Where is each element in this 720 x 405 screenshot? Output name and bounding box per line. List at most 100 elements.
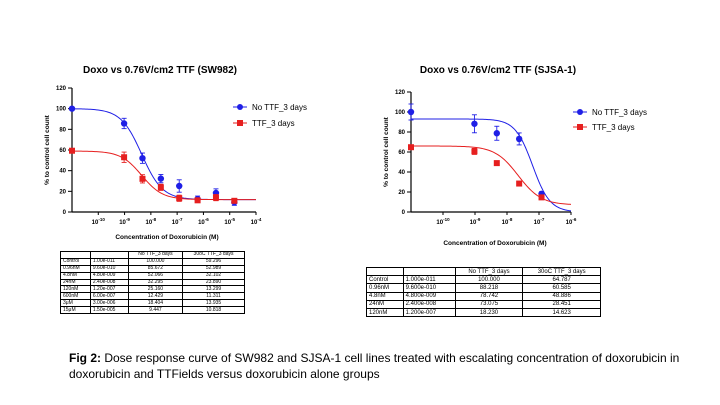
table-cell: 32.295 bbox=[127, 278, 184, 287]
fit-curve bbox=[411, 118, 572, 212]
y-tick-label: 100 bbox=[56, 107, 67, 113]
data-point bbox=[194, 197, 201, 204]
x-tick-label: 10-9 bbox=[119, 217, 130, 226]
data-point bbox=[139, 175, 146, 182]
fit-curve bbox=[411, 145, 572, 205]
table-cell: 18.230 bbox=[454, 307, 524, 318]
table-cell: 60.585 bbox=[522, 283, 601, 293]
table-header-cell: 30oC TTF_3 days bbox=[522, 266, 601, 277]
table-cell: 14.623 bbox=[522, 307, 601, 318]
legend-marker bbox=[237, 104, 243, 110]
chart-title: Doxo vs 0.76V/cm2 TTF (SJSA-1) bbox=[420, 65, 576, 76]
table-cell: 1.20e-007 bbox=[89, 285, 129, 294]
x-tick-label: 10-8 bbox=[146, 217, 157, 226]
table-header-cell: No TTF_3 days bbox=[454, 266, 524, 277]
x-tick-label: 10-7 bbox=[172, 217, 183, 226]
x-tick-label: 10-6 bbox=[198, 217, 209, 226]
y-tick-label: 40 bbox=[398, 170, 405, 176]
table-cell: 4.8nM bbox=[366, 291, 404, 301]
table-cell: 15μM bbox=[60, 306, 91, 315]
table-cell: 9.600e-010 bbox=[402, 283, 456, 293]
table-cell: Control bbox=[366, 275, 404, 285]
table-cell: 48.886 bbox=[522, 291, 601, 301]
legend-item: TTF_3 days bbox=[573, 123, 635, 132]
y-tick-label: 20 bbox=[398, 190, 405, 196]
table-header-cell bbox=[402, 266, 456, 277]
x-tick-label: 10-6 bbox=[566, 217, 577, 226]
data-table-sw982: No TTF_3 days 30oC TTF_3 days Control 1.0… bbox=[60, 251, 245, 315]
legend-marker bbox=[577, 109, 583, 115]
y-tick-label: 40 bbox=[59, 169, 66, 175]
chart-2: Doxo vs 0.76V/cm2 TTF (SJSA-1) 0 20 40 60 80 1… bbox=[383, 65, 647, 247]
figure-caption: Fig 2: Dose response curve of SW982 and … bbox=[69, 350, 709, 382]
data-point bbox=[538, 194, 545, 201]
data-point bbox=[68, 105, 76, 112]
data-point bbox=[157, 184, 164, 191]
table-cell: 3μM bbox=[60, 299, 91, 308]
table-cell: 2.400e-008 bbox=[402, 299, 456, 309]
x-tick-label: 10-10 bbox=[92, 217, 106, 226]
legend-item: No TTF_3 days bbox=[233, 103, 307, 112]
table-cell: 13.299 bbox=[182, 285, 245, 294]
table-cell: 120nM bbox=[60, 285, 91, 294]
data-point bbox=[231, 197, 238, 204]
data-point bbox=[121, 154, 128, 161]
legend-label: TTF_3 days bbox=[252, 119, 295, 128]
table-cell: 24nM bbox=[366, 299, 404, 309]
fit-curve bbox=[71, 108, 256, 201]
table-cell: 12.429 bbox=[127, 292, 184, 301]
legend-label: TTF_3 days bbox=[592, 123, 635, 132]
table-cell: 120nM bbox=[366, 307, 404, 318]
caption-label: Fig 2: bbox=[69, 351, 101, 365]
table-row: 120nM 1.20e-007 25.160 13.299 bbox=[60, 285, 245, 294]
table-cell: 11.311 bbox=[182, 292, 245, 301]
data-point bbox=[69, 147, 75, 154]
table-cell: 23.890 bbox=[182, 278, 245, 287]
fit-curve bbox=[71, 150, 256, 201]
x-axis-label: Concentration of Doxorubicin (M) bbox=[443, 240, 546, 247]
y-tick-label: 100 bbox=[395, 110, 406, 116]
y-tick-label: 20 bbox=[59, 189, 66, 195]
table-cell: 24nM bbox=[60, 278, 91, 287]
x-tick-label: 10-8 bbox=[502, 217, 513, 226]
table-cell: 100.000 bbox=[454, 275, 524, 285]
x-tick-label: 10-4 bbox=[251, 217, 262, 226]
table-row: 24nM 2.40e-008 32.295 23.890 bbox=[60, 278, 245, 287]
table-cell: 2.40e-008 bbox=[89, 278, 129, 287]
table-row: 4.8nM 4.800e-009 78.742 48.886 bbox=[366, 291, 601, 301]
series-2 bbox=[408, 144, 572, 205]
chart-title: Doxo vs 0.76V/cm2 TTF (SW982) bbox=[83, 65, 237, 76]
data-point bbox=[176, 195, 183, 202]
data-point bbox=[176, 182, 183, 190]
table-cell: 6.00e-007 bbox=[89, 292, 129, 301]
x-tick-label: 10-9 bbox=[470, 217, 481, 226]
data-point bbox=[515, 135, 523, 143]
data-point bbox=[471, 148, 478, 155]
table-cell: 9.447 bbox=[127, 306, 184, 315]
legend-label: No TTF_3 days bbox=[592, 108, 647, 117]
data-point bbox=[408, 144, 414, 151]
y-tick-label: 80 bbox=[398, 130, 405, 136]
y-tick-label: 0 bbox=[63, 210, 67, 216]
x-tick-label: 10-10 bbox=[436, 217, 450, 226]
table-row: 24nM 2.400e-008 73.075 28.451 bbox=[366, 299, 601, 309]
y-axis-label: % to control cell count bbox=[383, 116, 390, 187]
chart-1: Doxo vs 0.76V/cm2 TTF (SW982) 0 20 40 60 80 10… bbox=[44, 65, 307, 241]
table-header-cell bbox=[366, 266, 404, 277]
table-row: 3μM 3.00e-006 18.404 13.935 bbox=[60, 299, 245, 308]
data-point bbox=[493, 130, 500, 137]
series-1 bbox=[407, 103, 572, 212]
table-row: Control 1.000e-011 100.000 64.787 bbox=[366, 275, 601, 285]
y-tick-label: 120 bbox=[395, 90, 406, 96]
table-row: 0.96nM 9.600e-010 88.218 60.585 bbox=[366, 283, 601, 293]
y-tick-label: 120 bbox=[56, 86, 67, 92]
table-row: 600nM 6.00e-007 12.429 11.311 bbox=[60, 292, 245, 301]
table-cell: 88.218 bbox=[454, 283, 524, 293]
y-tick-label: 80 bbox=[59, 127, 66, 133]
table-cell: 73.075 bbox=[454, 299, 524, 309]
y-axis-label: % to control cell count bbox=[44, 114, 51, 185]
x-tick-label: 10-5 bbox=[224, 217, 235, 226]
data-point bbox=[139, 154, 146, 162]
table-cell: 10.818 bbox=[182, 306, 245, 315]
caption-text: Dose response curve of SW982 and SJSA-1 … bbox=[69, 351, 680, 381]
